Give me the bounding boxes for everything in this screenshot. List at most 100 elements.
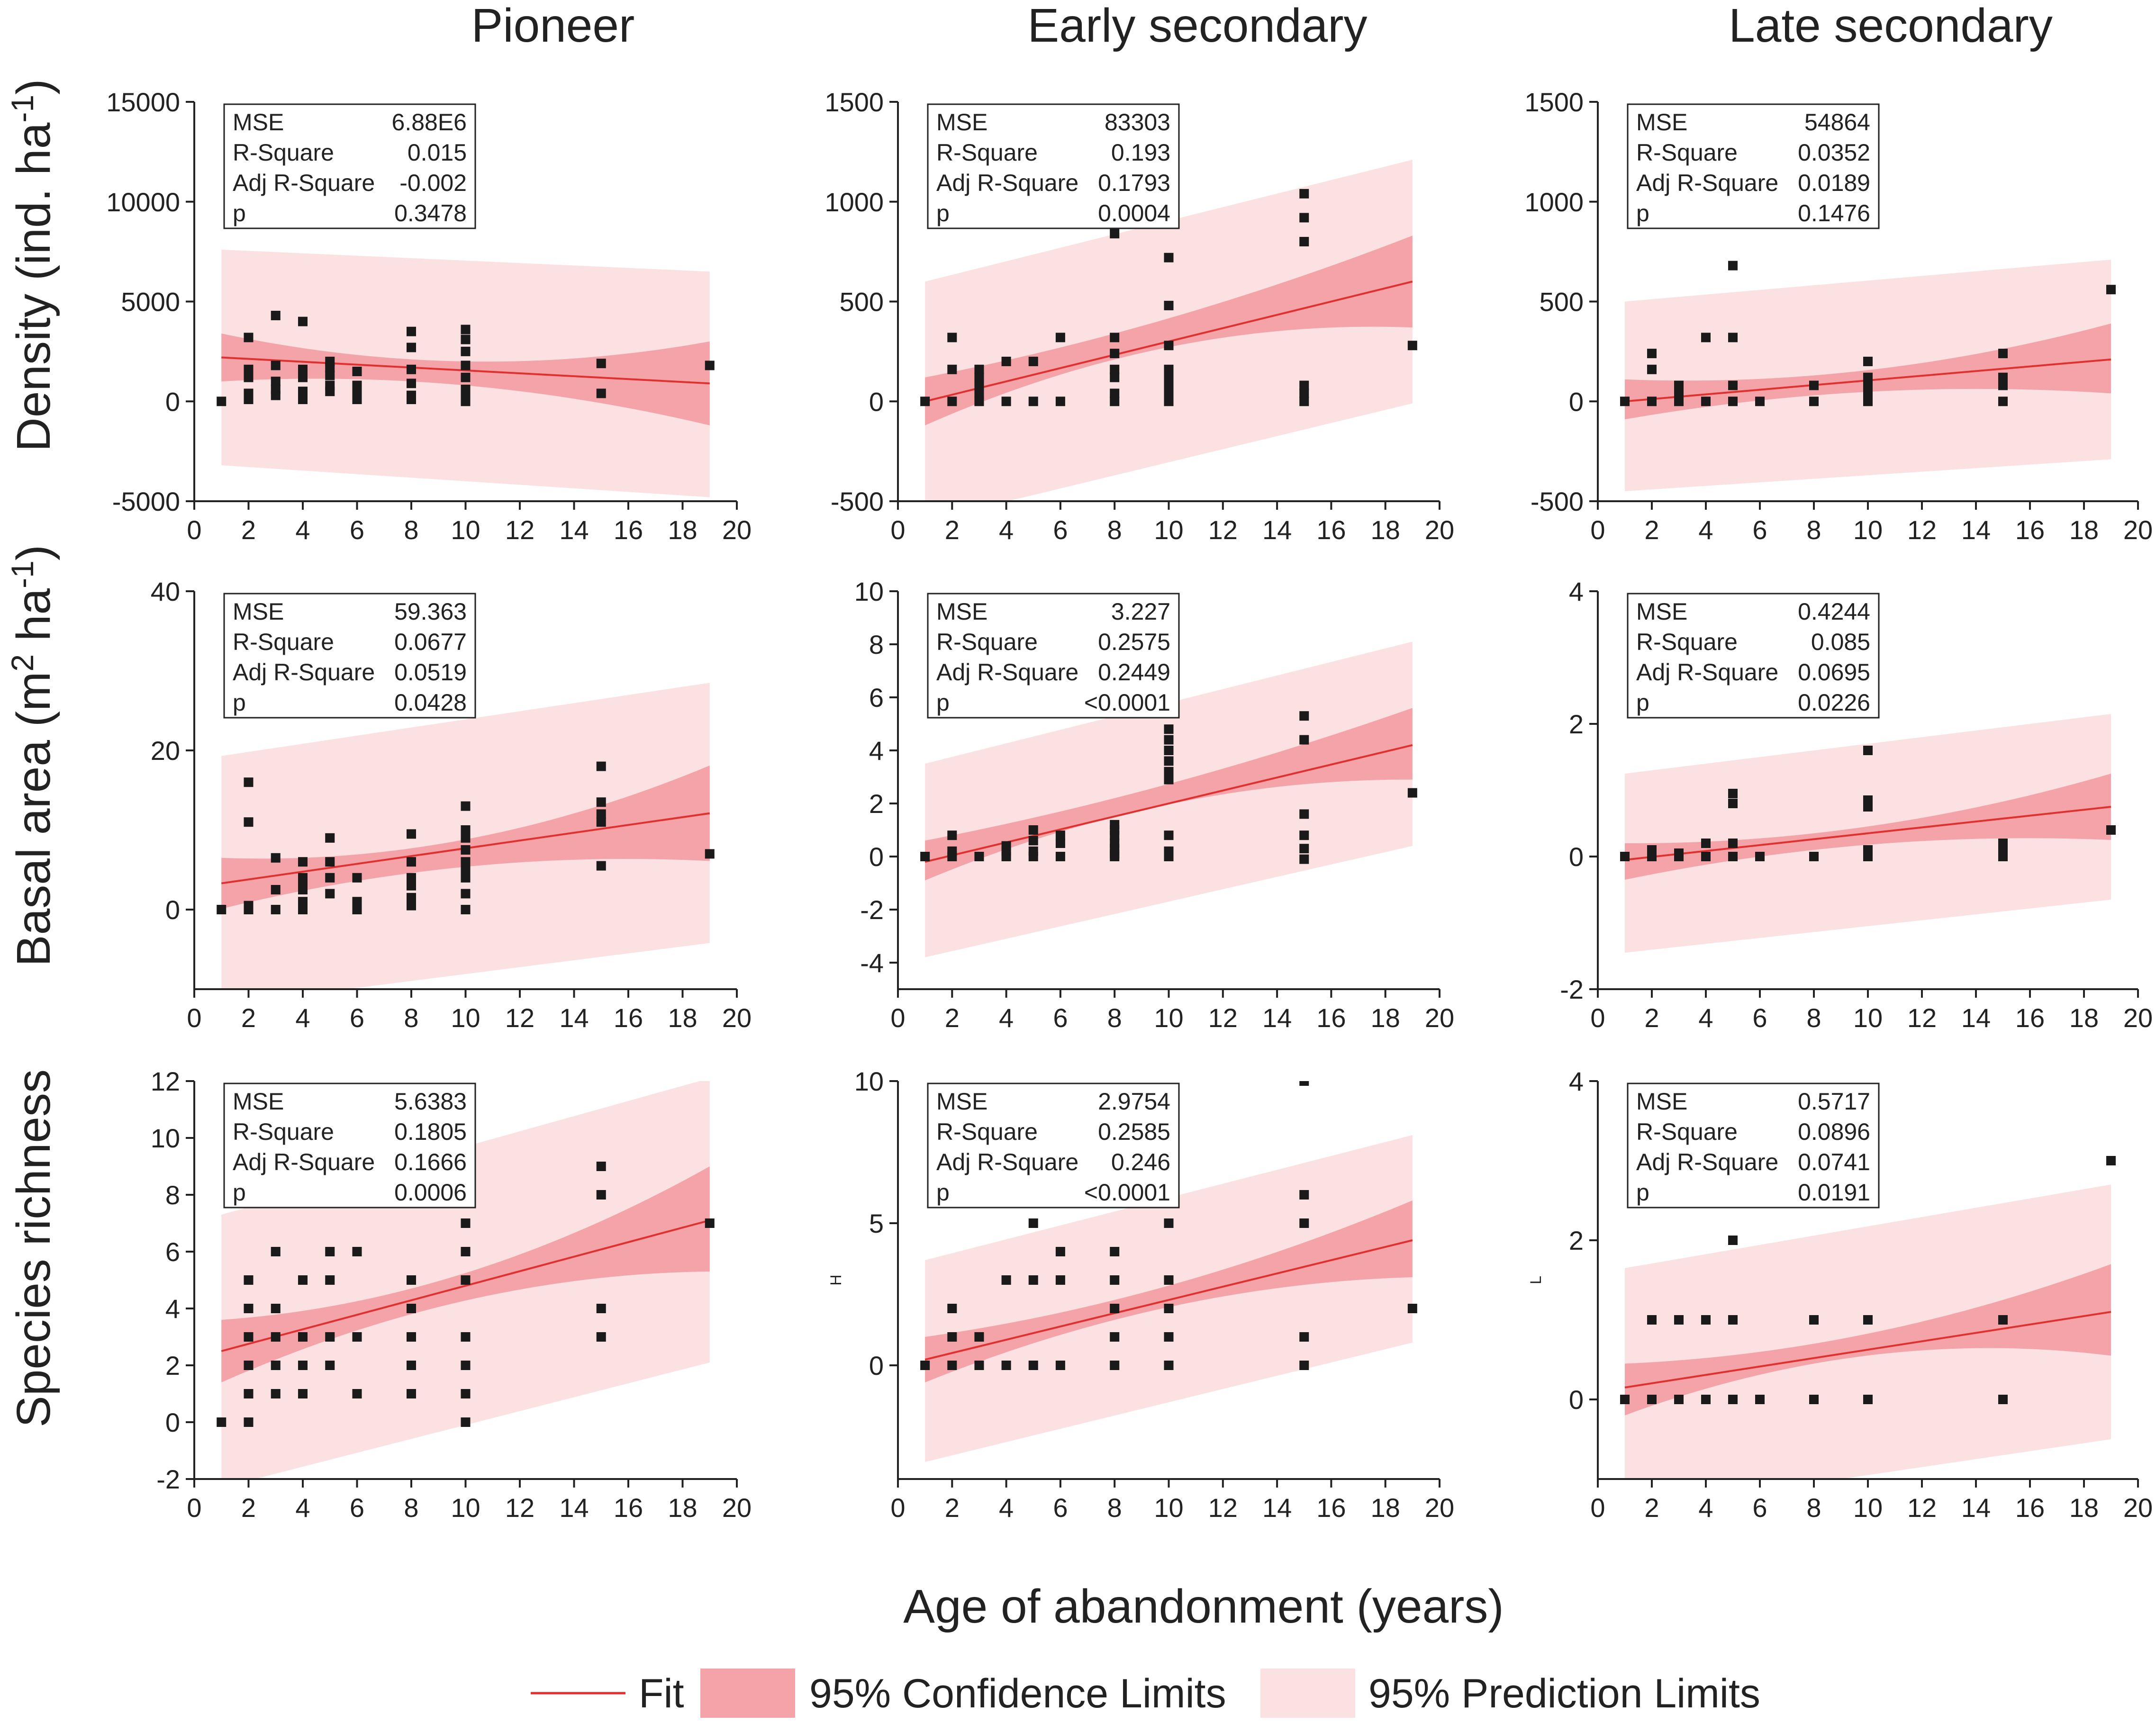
panel-pioneer-density-point-11: [298, 316, 308, 326]
panel-early-secondary-species-richness-point-14: [1110, 1247, 1120, 1256]
panel-late-secondary-species-richness-point-3: [1674, 1315, 1684, 1325]
panel-early-secondary-species-richness-point-5: [974, 1361, 984, 1370]
panel-pioneer-basal-area-point-37: [596, 797, 606, 807]
panel-late-secondary-density-xtick-label-20: 20: [2123, 515, 2153, 545]
panel-early-secondary-basal-area-ytick-label-6: 6: [869, 683, 884, 713]
panel-early-secondary-density-point-19: [1110, 372, 1120, 382]
panel-late-secondary-density-point-1: [1647, 349, 1657, 359]
panel-late-secondary-density-point-19: [1863, 388, 1873, 398]
panel-early-secondary-density-xtick-label-16: 16: [1316, 515, 1346, 545]
panel-pioneer-species-richness-stat-label-mse: MSE: [233, 1088, 284, 1115]
panel-late-secondary-basal-area-stat-value-p: 0.0226: [1798, 689, 1870, 716]
panel-late-secondary-density-stat-label-mse: MSE: [1636, 109, 1687, 135]
legend-confidence-swatch: [700, 1669, 795, 1718]
panel-pioneer-species-richness-point-33: [461, 1389, 471, 1398]
panel-late-secondary-species-richness-point-8: [1728, 1315, 1738, 1325]
panel-late-secondary-density-stats-box: [1627, 103, 1880, 229]
panel-late-secondary-density-point-23: [1998, 380, 2008, 390]
panel-late-secondary-basal-area-point-4: [1674, 852, 1684, 861]
panel-late-secondary-species-richness-point-9: [1728, 1395, 1738, 1404]
panel-early-secondary-basal-area-point-23: [1164, 724, 1174, 734]
panel-early-secondary-basal-area-point-11: [1028, 852, 1038, 861]
panel-pioneer-basal-area-point-16: [325, 873, 335, 883]
panel-pioneer-species-richness-stat-value-p: 0.0006: [394, 1179, 467, 1206]
panel-late-secondary-species-richness-xtick-label-0: 0: [1590, 1493, 1605, 1523]
panel-early-secondary-species-richness-xtick-label-16: 16: [1316, 1493, 1346, 1523]
panel-pioneer-species-richness-point-3: [244, 1332, 254, 1342]
panel-pioneer-species-richness-stat-value-r-square: 0.1805: [394, 1119, 467, 1145]
panel-early-secondary-species-richness-point-25: [1299, 1190, 1309, 1200]
panel-late-secondary-density-point-5: [1674, 388, 1684, 398]
panel-early-secondary-density-point-24: [1164, 300, 1174, 310]
panel-early-secondary-basal-area-point-31: [1164, 852, 1174, 861]
legend-fit-label: Fit: [639, 1671, 684, 1716]
panel-early-secondary-basal-area-point-27: [1164, 767, 1174, 776]
panel-early-secondary-density-point-13: [1055, 333, 1065, 343]
panel-late-secondary-basal-area-ytick-label-4: 4: [1569, 577, 1584, 606]
panel-pioneer-species-richness-point-14: [298, 1361, 308, 1370]
panel-late-secondary-basal-area-xtick-label-12: 12: [1907, 1003, 1937, 1033]
panel-late-secondary-density-stat-label-adj-r-square: Adj R-Square: [1636, 170, 1778, 196]
panel-early-secondary-density-stat-label-adj-r-square: Adj R-Square: [936, 170, 1078, 196]
panel-early-secondary-species-richness-xtick-label-6: 6: [1053, 1493, 1068, 1523]
panel-late-secondary-density-xtick-label-8: 8: [1806, 515, 1821, 545]
panel-early-secondary-basal-area-ytick-label--2: -2: [860, 895, 884, 925]
panel-early-secondary-species-richness-point-27: [1299, 1332, 1309, 1342]
panel-late-secondary-basal-area-ytick-label-2: 2: [1569, 709, 1584, 739]
panel-pioneer-basal-area-point-1: [244, 777, 254, 787]
panel-early-secondary-species-richness-ytick-label-5: 5: [869, 1209, 884, 1238]
panel-pioneer-basal-area-point-15: [325, 857, 335, 867]
panel-early-secondary-density-ytick-label-1500: 1500: [824, 87, 884, 117]
panel-pioneer-basal-area-stat-value-adj-r-square: 0.0519: [394, 659, 467, 686]
panel-early-secondary-species-richness-point-10: [1028, 1361, 1038, 1370]
panel-pioneer-basal-area-point-24: [407, 881, 416, 891]
panel-early-secondary-species-richness-stat-label-p: p: [936, 1179, 950, 1206]
panel-early-secondary-density-point-37: [1407, 341, 1417, 351]
panel-early-secondary-basal-area-xtick-label-2: 2: [945, 1003, 960, 1033]
panel-pioneer-species-richness-point-9: [271, 1332, 281, 1342]
panel-pioneer-density-xtick-label-0: 0: [187, 515, 201, 545]
panel-late-secondary-density-stat-value-r-square: 0.0352: [1798, 139, 1870, 166]
panel-pioneer-density-point-41: [705, 361, 715, 370]
panel-early-secondary-density-point-21: [1110, 397, 1120, 406]
row-label-basal-area: Basal area (m2 ha-1): [5, 545, 60, 966]
panel-pioneer-density-point-5: [244, 395, 254, 405]
panel-pioneer-density-stats-box: [223, 103, 476, 229]
panel-pioneer-basal-area-point-28: [461, 825, 471, 835]
panel-early-secondary-density-point-14: [1055, 397, 1065, 406]
panel-late-secondary-density-point-12: [1728, 397, 1738, 406]
panel-early-secondary-species-richness-xtick-label-0: 0: [890, 1493, 905, 1523]
panel-early-secondary-basal-area-point-9: [1028, 836, 1038, 846]
panel-pioneer-basal-area-point-39: [596, 817, 606, 827]
panel-late-secondary-density-point-21: [1998, 349, 2008, 359]
panel-late-secondary-density-xtick-label-18: 18: [2069, 515, 2099, 545]
panel-pioneer-density-point-17: [325, 362, 335, 372]
panel-early-secondary-basal-area-plot-area: [920, 641, 1417, 957]
panel-pioneer-density-point-21: [352, 367, 362, 377]
panel-late-secondary-basal-area-stat-value-mse: 0.4244: [1798, 598, 1870, 625]
panel-early-secondary-species-richness-point-16: [1110, 1304, 1120, 1313]
panel-early-secondary-basal-area-point-37: [1299, 854, 1309, 864]
panel-late-secondary-basal-area-point-5: [1701, 839, 1711, 848]
panel-early-secondary-species-richness-point-11: [1055, 1247, 1065, 1256]
panel-early-secondary-density-stat-value-mse: 83303: [1105, 109, 1170, 135]
panel-late-secondary-density-point-0: [1620, 397, 1630, 406]
panel-pioneer-species-richness-stat-label-r-square: R-Square: [233, 1119, 334, 1145]
panel-early-secondary-basal-area-point-38: [1407, 788, 1417, 798]
panel-early-secondary-density-point-6: [974, 380, 984, 390]
panel-late-secondary-species-richness-confidence-band: [1625, 1264, 2111, 1416]
panel-early-secondary-basal-area-point-1: [947, 830, 957, 840]
panel-early-secondary-density-xtick-label-12: 12: [1208, 515, 1238, 545]
panel-early-secondary-basal-area-point-25: [1164, 746, 1174, 755]
panel-early-secondary-density-point-29: [1164, 388, 1174, 398]
panel-late-secondary-basal-area-xtick-label-18: 18: [2069, 1003, 2099, 1033]
panel-late-secondary-density-ytick-label-0: 0: [1569, 387, 1584, 416]
panel-early-secondary-basal-area-stat-value-r-square: 0.2575: [1098, 629, 1170, 655]
panel-early-secondary-basal-area-xtick-label-12: 12: [1208, 1003, 1238, 1033]
panel-pioneer-species-richness-fit-line: [221, 1219, 710, 1352]
panel-pioneer-density-point-18: [325, 370, 335, 380]
panel-pioneer-species-richness-point-25: [407, 1332, 416, 1342]
panel-early-secondary-species-richness-point-29: [1407, 1304, 1417, 1313]
panel-pioneer-species-richness-point-38: [596, 1332, 606, 1342]
